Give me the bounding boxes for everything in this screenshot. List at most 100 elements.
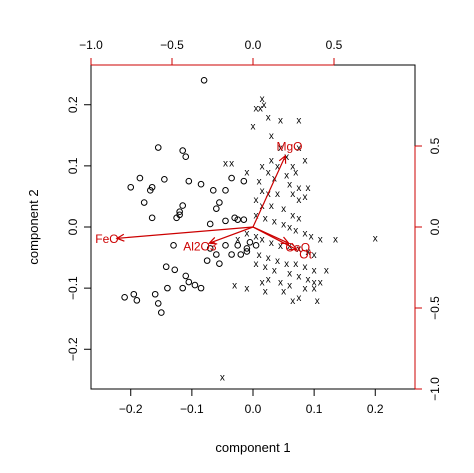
arrow-shaft xyxy=(252,155,286,228)
point-x: x xyxy=(266,112,271,123)
point-x: x xyxy=(254,195,259,206)
point-circle xyxy=(228,251,235,258)
point-circle xyxy=(222,242,229,249)
point-x: x xyxy=(229,158,234,169)
point-x: x xyxy=(318,278,323,289)
point-x: x xyxy=(257,250,262,261)
point-x: x xyxy=(260,161,265,172)
right-tick-label: −1.0 xyxy=(428,377,442,401)
point-circle xyxy=(240,216,248,223)
point-x: x xyxy=(306,247,311,258)
point-circle xyxy=(136,174,144,182)
x-tick-label: −0.2 xyxy=(119,402,143,416)
right-tick-label: 0.0 xyxy=(428,218,442,235)
right-tick-label: −0.5 xyxy=(428,296,442,320)
point-x: x xyxy=(324,265,329,276)
point-x: x xyxy=(296,244,301,255)
point-x: x xyxy=(281,219,286,230)
point-circle xyxy=(121,294,128,301)
point-x: x xyxy=(263,287,268,298)
arrow-shaft xyxy=(252,226,298,251)
loading-label: Ot xyxy=(299,247,312,261)
point-x: x xyxy=(254,210,259,221)
arrow-shaft xyxy=(116,226,254,239)
point-x: x xyxy=(278,241,283,252)
point-circle xyxy=(171,266,179,274)
point-x: x xyxy=(251,122,256,133)
point-circle xyxy=(216,260,223,267)
loading-label: FeO xyxy=(95,232,118,246)
point-x: x xyxy=(284,152,289,163)
point-x: x xyxy=(275,256,280,267)
point-circle xyxy=(185,177,193,185)
point-x: x xyxy=(312,265,317,276)
point-x: x xyxy=(262,100,267,111)
loading-ot: Ot xyxy=(252,226,313,261)
top-tick-label: −0.5 xyxy=(160,38,184,52)
point-x: x xyxy=(244,167,249,178)
point-circle xyxy=(222,187,229,194)
point-circle xyxy=(127,183,135,191)
loading-mgo: MgO xyxy=(252,140,303,228)
point-x: x xyxy=(258,103,263,114)
point-x: x xyxy=(244,284,249,295)
point-x: x xyxy=(244,229,249,240)
point-circle xyxy=(179,284,186,292)
loading-label: MgO xyxy=(277,140,303,154)
point-x: x xyxy=(293,167,298,178)
y-axis-label: component 2 xyxy=(26,189,41,264)
point-x: x xyxy=(296,293,301,304)
point-x: x xyxy=(290,210,295,221)
arrow-head xyxy=(288,242,298,251)
arrow-head xyxy=(278,154,287,164)
point-circle xyxy=(203,257,211,264)
point-x: x xyxy=(269,131,274,142)
point-circle xyxy=(206,245,214,252)
point-x: x xyxy=(296,116,301,127)
point-circle xyxy=(133,297,141,304)
point-x: x xyxy=(302,192,307,203)
point-circle xyxy=(252,242,260,249)
point-x: x xyxy=(254,259,259,270)
point-circle xyxy=(182,272,190,280)
point-x: x xyxy=(266,167,271,178)
point-circle xyxy=(243,245,251,252)
point-circle xyxy=(185,278,193,286)
point-circle xyxy=(246,238,254,246)
point-x: x xyxy=(296,143,301,154)
point-x: x xyxy=(223,158,228,169)
point-circle xyxy=(173,214,180,222)
point-x: x xyxy=(293,226,298,237)
point-circle xyxy=(240,177,248,185)
top-tick-label: −1.0 xyxy=(79,38,103,52)
x-tick-label: −0.1 xyxy=(180,402,204,416)
point-x: x xyxy=(287,223,292,234)
point-x: x xyxy=(254,103,259,114)
point-circle xyxy=(222,217,229,225)
loading-al2o3: Al2O3 xyxy=(183,226,254,254)
point-x: x xyxy=(290,296,295,307)
point-x: x xyxy=(318,235,323,246)
point-x: x xyxy=(281,287,286,298)
point-circle xyxy=(158,309,165,316)
top-tick-label: 0.5 xyxy=(326,38,343,52)
point-x: x xyxy=(293,259,298,270)
point-x: x xyxy=(260,278,265,289)
point-circle xyxy=(140,199,148,206)
point-circle xyxy=(191,281,199,289)
arrow-head xyxy=(115,233,125,242)
point-circle xyxy=(162,263,170,271)
point-x: x xyxy=(278,278,283,289)
point-x: x xyxy=(306,274,311,285)
point-x: x xyxy=(269,155,274,166)
point-x: x xyxy=(296,195,301,206)
point-circle xyxy=(146,187,154,194)
point-x: x xyxy=(290,189,295,200)
point-x: x xyxy=(278,143,283,154)
y-tick-label: 0.1 xyxy=(66,157,80,174)
point-x: x xyxy=(302,229,307,240)
point-x: x xyxy=(296,271,301,282)
point-circle xyxy=(179,202,186,209)
